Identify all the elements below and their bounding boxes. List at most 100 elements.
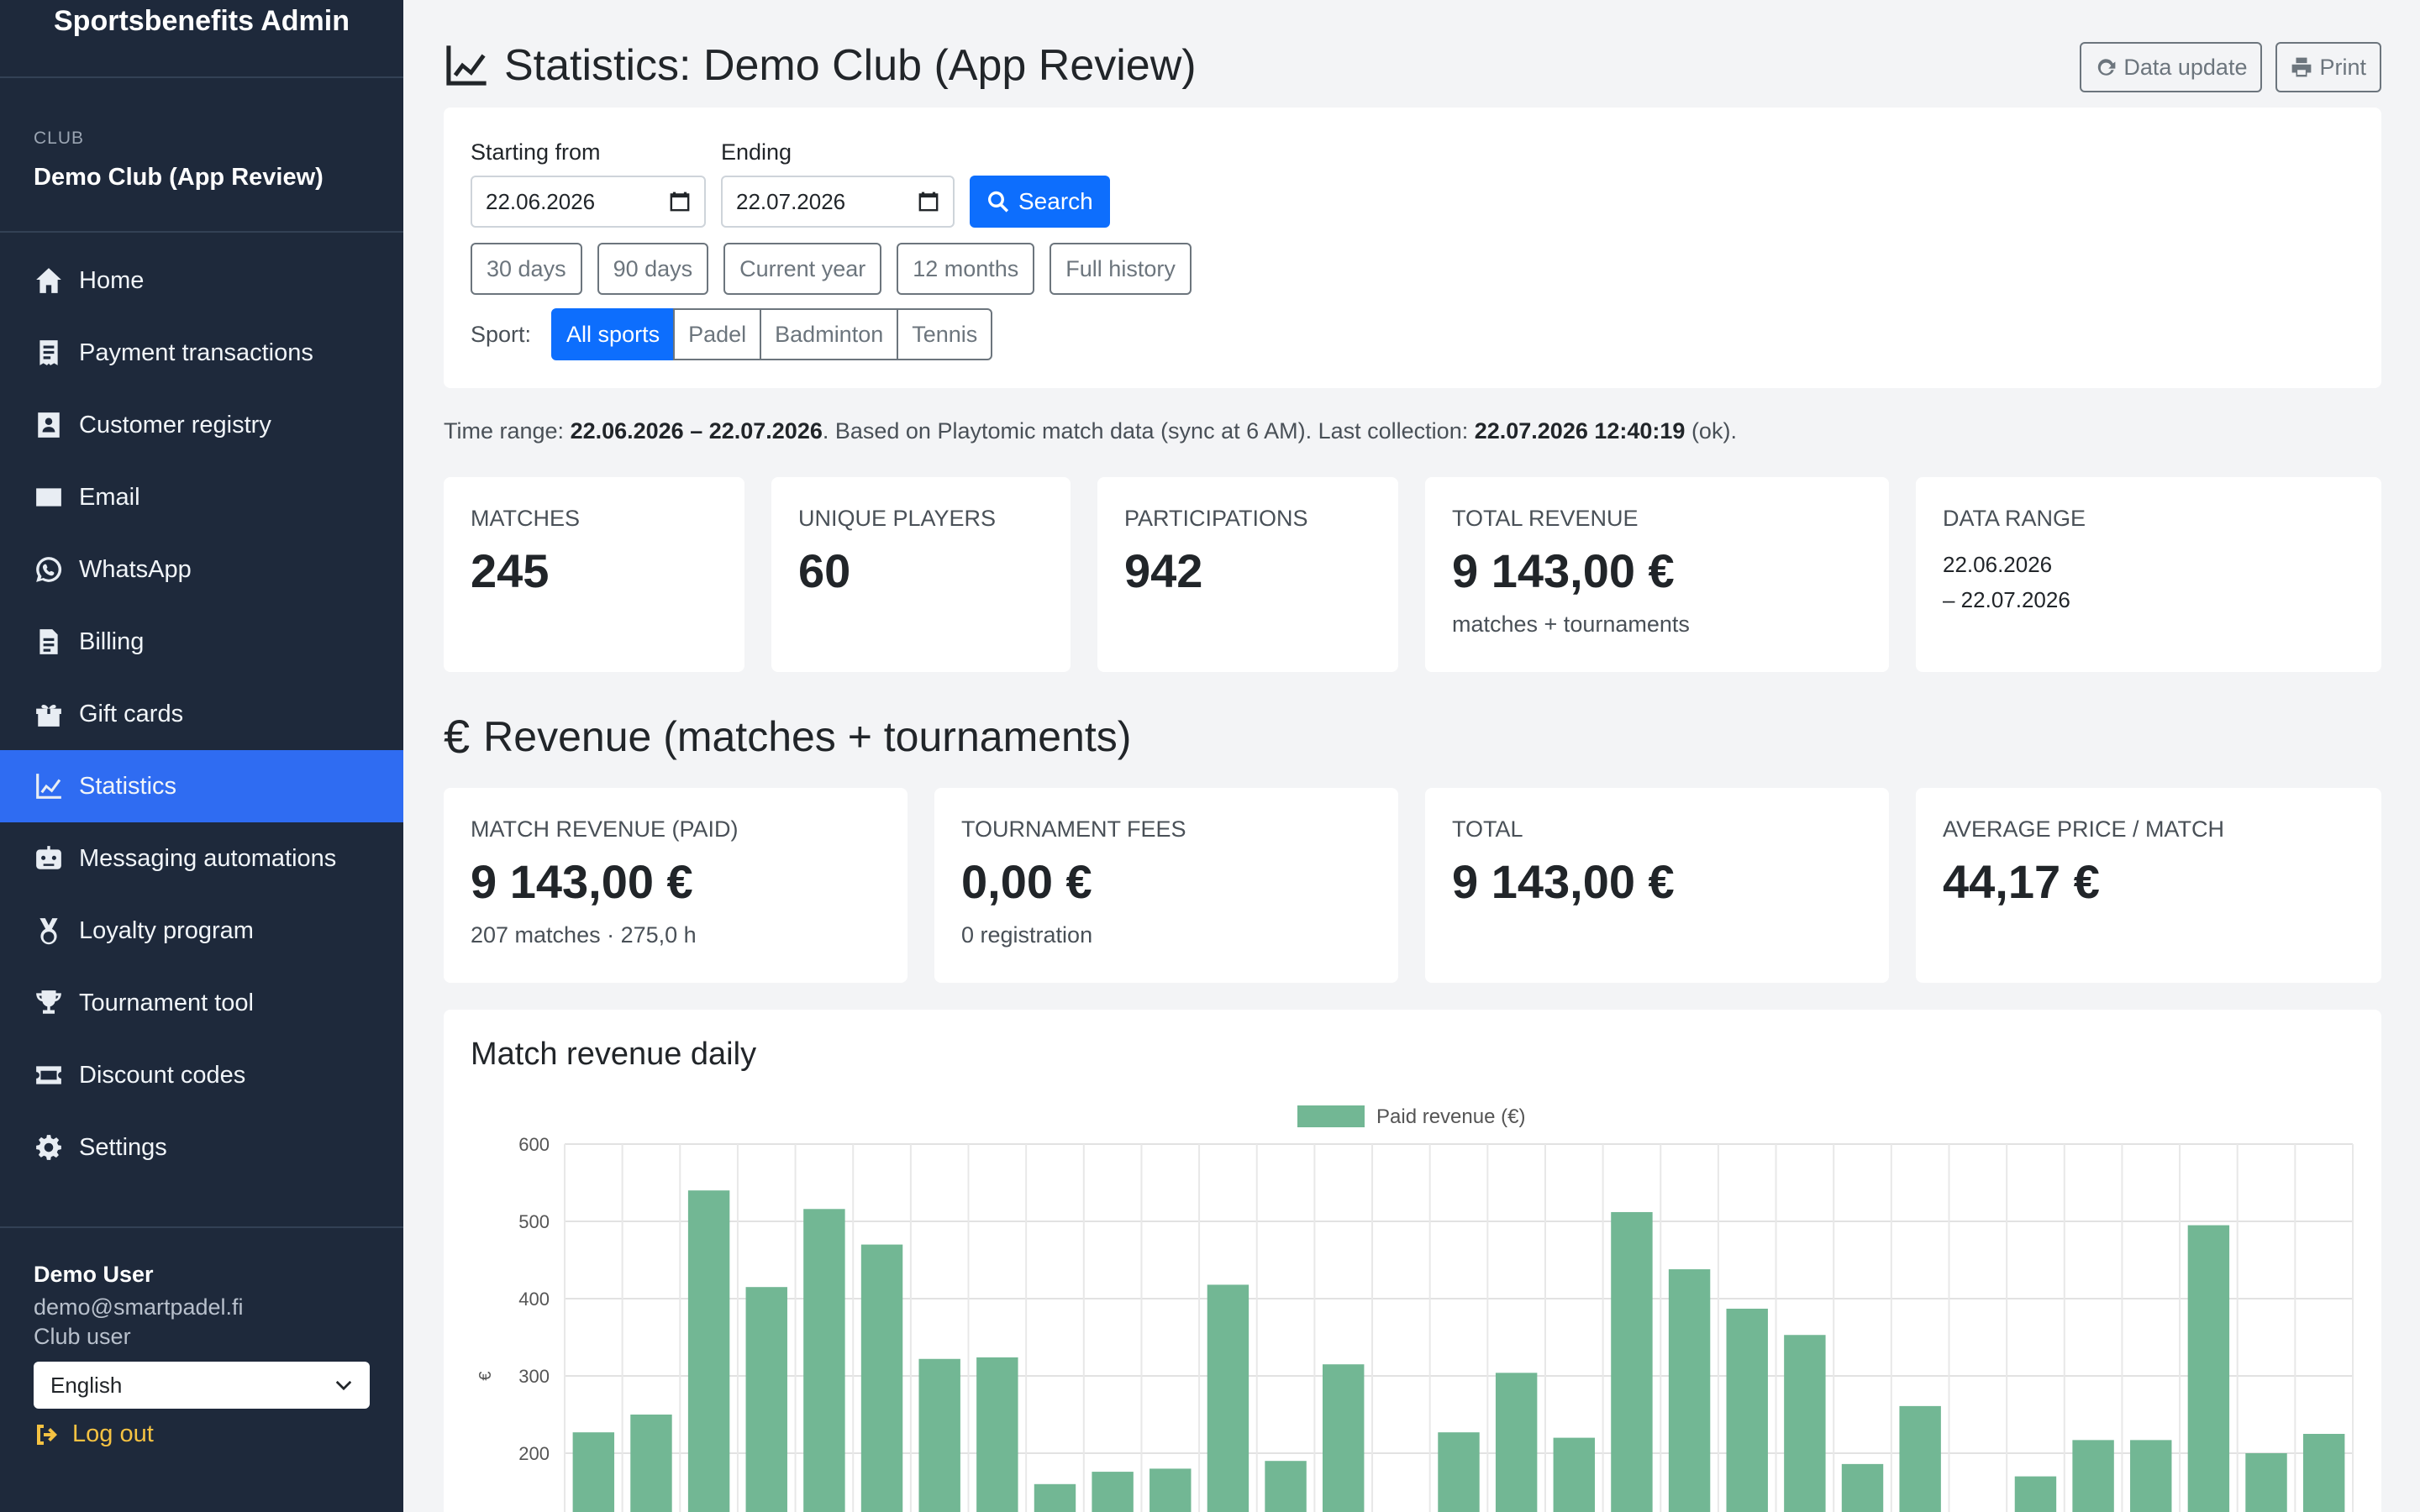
search-icon bbox=[988, 191, 1009, 213]
end-date-label: Ending bbox=[721, 139, 792, 165]
bar bbox=[630, 1415, 672, 1512]
print-button[interactable]: Print bbox=[2275, 42, 2381, 92]
start-date-label: Starting from bbox=[471, 139, 601, 165]
header-actions: Data update Print bbox=[2080, 42, 2381, 92]
sidebar-nav: Home Payment transactions Customer registr… bbox=[0, 233, 403, 1184]
legend-label: Paid revenue (€) bbox=[1376, 1105, 1525, 1128]
main-content: Statistics: Demo Club (App Review) Data … bbox=[444, 0, 2381, 1512]
match-revenue-chart-card: Match revenue daily 200 300 400 500 600 € Paid… bbox=[444, 1010, 2381, 1512]
quick-range-button[interactable]: 90 days bbox=[597, 243, 709, 295]
sport-option-tennis[interactable]: Tennis bbox=[897, 308, 993, 360]
stat-value: 942 bbox=[1124, 544, 1203, 597]
chevron-down-icon bbox=[335, 1380, 352, 1391]
sidebar-item-settings[interactable]: Settings bbox=[0, 1111, 403, 1184]
sport-option-all-sports[interactable]: All sports bbox=[551, 308, 676, 360]
y-tick-label: 600 bbox=[518, 1134, 550, 1155]
data-update-label: Data update bbox=[2123, 54, 2248, 80]
sport-button-group: All sports Padel Badminton Tennis bbox=[551, 308, 993, 360]
user-name: Demo User bbox=[34, 1262, 154, 1287]
y-axis-label: € bbox=[476, 1371, 495, 1380]
bar bbox=[1726, 1308, 1768, 1512]
envelope-icon bbox=[34, 482, 64, 512]
bar bbox=[572, 1432, 615, 1512]
sidebar-item-customer-registry[interactable]: Customer registry bbox=[0, 389, 403, 461]
sidebar-item-gift-cards[interactable]: Gift cards bbox=[0, 678, 403, 750]
stat-card-matches: MATCHES 245 bbox=[444, 477, 744, 672]
page-title-text: Statistics: Demo Club (App Review) bbox=[504, 41, 1197, 90]
sidebar-item-payment-transactions[interactable]: Payment transactions bbox=[0, 317, 403, 389]
y-tick-label: 200 bbox=[518, 1443, 550, 1464]
sidebar-item-label: Payment transactions bbox=[79, 339, 313, 366]
bar bbox=[1207, 1284, 1249, 1512]
end-date-input[interactable]: 22.07.2026 bbox=[721, 176, 955, 228]
quick-range-button[interactable]: 30 days bbox=[471, 243, 582, 295]
time-info-prefix: Time range: bbox=[444, 418, 571, 444]
quick-range-button[interactable]: 12 months bbox=[897, 243, 1035, 295]
bar bbox=[1611, 1211, 1653, 1512]
invoice-icon bbox=[34, 627, 64, 657]
language-value: English bbox=[50, 1372, 123, 1398]
search-label: Search bbox=[1018, 188, 1093, 214]
stat-value: 0,00 € bbox=[961, 855, 1092, 908]
sidebar-item-label: Discount codes bbox=[79, 1061, 246, 1089]
bar bbox=[1553, 1437, 1596, 1512]
bar bbox=[803, 1209, 845, 1512]
page-header: Statistics: Demo Club (App Review) Data … bbox=[444, 0, 2381, 108]
sidebar-item-discount-codes[interactable]: Discount codes bbox=[0, 1039, 403, 1111]
time-info-range: 22.06.2026 – 22.07.2026 bbox=[570, 418, 823, 444]
sidebar-item-statistics[interactable]: Statistics bbox=[0, 750, 403, 822]
stat-label: TOURNAMENT FEES bbox=[961, 816, 1186, 842]
sport-option-badminton[interactable]: Badminton bbox=[760, 308, 899, 360]
user-role: Club user bbox=[34, 1324, 131, 1349]
bar bbox=[2014, 1476, 2057, 1512]
start-date-input[interactable]: 22.06.2026 bbox=[471, 176, 706, 228]
bar bbox=[2302, 1434, 2345, 1512]
sign-out-icon bbox=[37, 1424, 57, 1445]
logout-link[interactable]: Log out bbox=[34, 1420, 370, 1448]
printer-icon bbox=[2292, 57, 2312, 77]
legend-swatch bbox=[1297, 1105, 1365, 1127]
stat-value: 9 143,00 € bbox=[471, 855, 693, 908]
stat-card-unique-players: UNIQUE PLAYERS 60 bbox=[771, 477, 1071, 672]
whatsapp-icon bbox=[34, 554, 64, 585]
stat-label: DATA RANGE bbox=[1943, 506, 2086, 531]
bar bbox=[2245, 1453, 2287, 1512]
data-update-button[interactable]: Data update bbox=[2080, 42, 2263, 92]
chart-line-icon bbox=[34, 771, 64, 801]
bar bbox=[745, 1287, 787, 1512]
language-select[interactable]: English bbox=[34, 1362, 370, 1409]
sport-option-padel[interactable]: Padel bbox=[673, 308, 762, 360]
bar bbox=[2072, 1440, 2114, 1512]
ticket-icon bbox=[34, 1060, 64, 1090]
sidebar-item-whatsapp[interactable]: WhatsApp bbox=[0, 533, 403, 606]
sidebar-item-billing[interactable]: Billing bbox=[0, 606, 403, 678]
receipt-icon bbox=[34, 338, 64, 368]
sidebar-item-label: Tournament tool bbox=[79, 989, 254, 1016]
stat-value: 9 143,00 € bbox=[1452, 855, 1675, 908]
data-range-value: 22.06.2026 – 22.07.2026 bbox=[1943, 547, 2354, 617]
quick-range-button[interactable]: Full history bbox=[1050, 243, 1192, 295]
gift-icon bbox=[34, 699, 64, 729]
sidebar-item-email[interactable]: Email bbox=[0, 461, 403, 533]
euro-icon: € bbox=[444, 710, 471, 763]
y-tick-label: 300 bbox=[518, 1366, 550, 1387]
logout-label: Log out bbox=[72, 1420, 154, 1447]
user-email: demo@smartpadel.fi bbox=[34, 1294, 244, 1320]
y-tick-label: 500 bbox=[518, 1211, 550, 1232]
sidebar-item-home[interactable]: Home bbox=[0, 244, 403, 317]
medal-icon bbox=[34, 916, 64, 946]
user-block: Demo User demo@smartpadel.fi Club user E… bbox=[0, 1226, 403, 1448]
sidebar-item-loyalty-program[interactable]: Loyalty program bbox=[0, 895, 403, 967]
sidebar-item-label: Email bbox=[79, 483, 140, 511]
search-button[interactable]: Search bbox=[970, 176, 1110, 228]
stat-card-total-revenue: TOTAL REVENUE 9 143,00 € matches + tourn… bbox=[1425, 477, 1889, 672]
gear-icon bbox=[34, 1132, 64, 1163]
sidebar-item-label: Customer registry bbox=[79, 411, 271, 438]
stat-card-total: TOTAL 9 143,00 € bbox=[1425, 788, 1889, 983]
sidebar-item-tournament-tool[interactable]: Tournament tool bbox=[0, 967, 403, 1039]
quick-range-button[interactable]: Current year bbox=[723, 243, 882, 295]
bar bbox=[2130, 1440, 2172, 1512]
sidebar-item-messaging-automations[interactable]: Messaging automations bbox=[0, 822, 403, 895]
bar bbox=[687, 1190, 730, 1512]
y-tick-label: 400 bbox=[518, 1289, 550, 1310]
